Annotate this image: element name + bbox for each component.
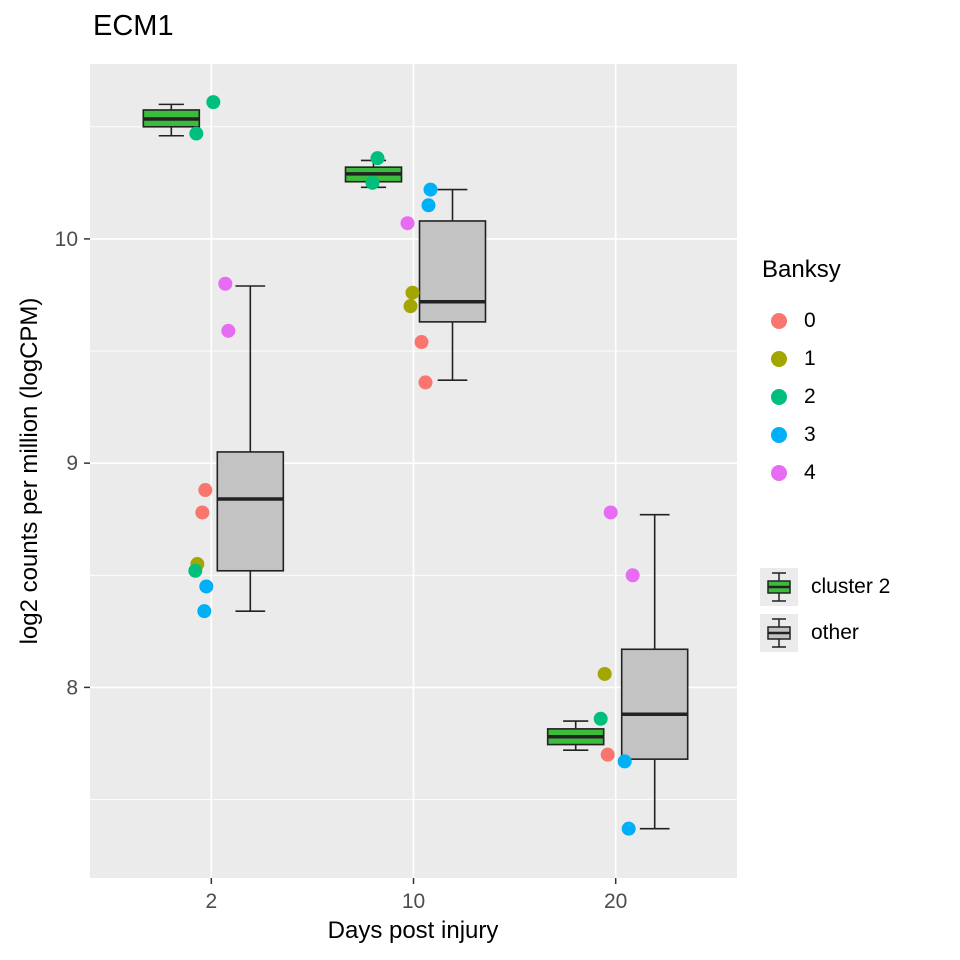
jitter-point — [400, 216, 415, 231]
jitter-point — [188, 563, 203, 578]
legend-item-banksy-3: 3 — [760, 416, 955, 454]
legend-item-banksy-4: 4 — [760, 454, 955, 492]
legend-item-label: 4 — [804, 461, 816, 484]
legend-dot-icon — [771, 313, 787, 329]
jitter-point — [421, 198, 436, 213]
jitter-point — [414, 335, 429, 350]
jitter-point — [221, 323, 236, 338]
legend-item-label: cluster 2 — [811, 575, 891, 598]
legend-dot-icon — [771, 351, 787, 367]
x-tick-label: 10 — [402, 890, 425, 913]
jitter-point — [597, 666, 612, 681]
jitter-point — [418, 375, 433, 390]
y-tick-label: 9 — [66, 452, 78, 475]
x-tick-label: 20 — [604, 890, 627, 913]
y-axis-title: log2 counts per million (logCPM) — [16, 297, 43, 645]
legend-dot-icon — [771, 465, 787, 481]
jitter-point — [370, 151, 385, 166]
legend: Banksy 0 1 2 3 4 cluster 2 — [760, 256, 955, 656]
jitter-point — [206, 95, 221, 110]
y-tick-label: 8 — [66, 676, 78, 699]
legend-item-label: 1 — [804, 347, 816, 370]
jitter-point — [405, 285, 420, 300]
x-axis-title: Days post injury — [327, 917, 499, 944]
jitter-point — [621, 821, 636, 836]
legend-item-label: other — [811, 621, 859, 644]
boxplot-box — [418, 220, 487, 323]
fill-legend: cluster 2 other — [760, 564, 955, 656]
jitter-point — [603, 505, 618, 520]
jitter-point — [189, 126, 204, 141]
legend-item-label: 0 — [804, 309, 816, 332]
jitter-point — [423, 182, 438, 197]
legend-item-banksy-2: 2 — [760, 378, 955, 416]
jitter-point — [365, 175, 380, 190]
legend-item-label: 3 — [804, 423, 816, 446]
jitter-point — [403, 299, 418, 314]
jitter-point — [593, 711, 608, 726]
legend-dot-icon — [771, 389, 787, 405]
jitter-point — [218, 276, 233, 291]
jitter-point — [617, 754, 632, 769]
jitter-point — [625, 568, 640, 583]
legend-item-cluster-2: cluster 2 — [760, 564, 955, 610]
jitter-point — [198, 483, 213, 498]
chart-title: ECM1 — [93, 10, 174, 42]
boxplot-box — [216, 451, 285, 572]
boxplot-box — [620, 648, 689, 760]
legend-item-banksy-1: 1 — [760, 340, 955, 378]
legend-item-label: 2 — [804, 385, 816, 408]
jitter-point — [199, 579, 214, 594]
jitter-point — [197, 604, 212, 619]
color-legend-title: Banksy — [762, 256, 841, 283]
jitter-point — [600, 747, 615, 762]
legend-dot-icon — [771, 427, 787, 443]
y-tick-label: 10 — [55, 228, 78, 251]
legend-item-other: other — [760, 610, 955, 656]
x-tick-label: 2 — [205, 890, 217, 913]
jitter-point — [195, 505, 210, 520]
legend-item-banksy-0: 0 — [760, 302, 955, 340]
boxplot-key-icon — [760, 568, 798, 606]
boxplot-key-icon — [760, 614, 798, 652]
